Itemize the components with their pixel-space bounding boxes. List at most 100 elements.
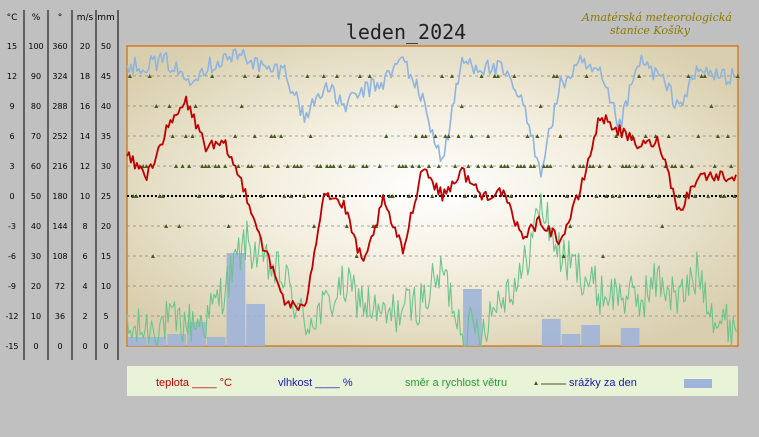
wind-direction-marker xyxy=(167,104,172,108)
wind-direction-marker xyxy=(456,134,461,138)
axis-tick: 40 xyxy=(31,222,41,231)
wind-direction-marker xyxy=(601,254,606,258)
axis-tick: 72 xyxy=(55,282,65,291)
legend-item-0: teplota ____ °C xyxy=(156,377,232,389)
axis-tick: 0 xyxy=(57,342,62,351)
wind-direction-marker xyxy=(226,224,231,228)
wind-direction-marker xyxy=(213,164,218,168)
legend-precip-swatch xyxy=(684,379,712,388)
wind-direction-marker xyxy=(476,164,481,168)
wind-direction-marker xyxy=(679,164,684,168)
axis-unit-4: mm xyxy=(97,13,115,23)
wind-direction-marker xyxy=(479,74,484,78)
wind-direction-marker xyxy=(371,224,376,228)
wind-direction-marker xyxy=(436,164,441,168)
axis-unit-1: % xyxy=(32,13,41,23)
wind-direction-marker xyxy=(729,164,734,168)
wind-direction-marker xyxy=(275,164,280,168)
wind-direction-marker xyxy=(377,164,382,168)
wind-direction-marker xyxy=(357,74,362,78)
wind-direction-marker xyxy=(449,74,454,78)
wind-direction-marker xyxy=(693,194,698,198)
axis-tick: 25 xyxy=(101,192,111,201)
wind-direction-marker xyxy=(288,194,293,198)
wind-direction-marker xyxy=(272,134,277,138)
wind-direction-marker xyxy=(203,164,208,168)
wind-direction-marker xyxy=(259,194,264,198)
precip-bar xyxy=(620,328,640,346)
wind-direction-marker xyxy=(423,134,428,138)
wind-direction-marker xyxy=(709,104,714,108)
wind-direction-marker xyxy=(394,104,399,108)
axis-tick: 6 xyxy=(9,132,14,141)
wind-direction-marker xyxy=(354,254,359,258)
axis-tick: 6 xyxy=(82,252,87,261)
wind-direction-marker xyxy=(420,134,425,138)
axis-tick: -12 xyxy=(5,312,18,321)
wind-direction-marker xyxy=(128,74,132,78)
wind-direction-marker xyxy=(541,164,546,168)
wind-direction-marker xyxy=(489,164,494,168)
wind-direction-marker xyxy=(413,134,418,138)
wind-direction-marker xyxy=(627,164,632,168)
axis-tick: 144 xyxy=(52,222,67,231)
wind-direction-marker xyxy=(246,164,251,168)
wind-direction-marker xyxy=(430,194,435,198)
axis-tick: 10 xyxy=(101,282,111,291)
wind-direction-marker xyxy=(407,194,412,198)
wind-direction-marker xyxy=(587,164,592,168)
wind-direction-marker xyxy=(725,134,730,138)
wind-direction-marker xyxy=(210,74,215,78)
wind-direction-marker xyxy=(403,164,408,168)
wind-speed-line xyxy=(126,192,737,347)
wind-direction-marker xyxy=(597,164,602,168)
wind-direction-marker xyxy=(229,194,234,198)
wind-direction-marker xyxy=(617,194,622,198)
axis-tick: 16 xyxy=(80,102,90,111)
wind-direction-marker xyxy=(144,164,149,168)
axis-tick: 5 xyxy=(103,312,108,321)
wind-direction-marker xyxy=(384,134,389,138)
wind-direction-marker xyxy=(141,164,146,168)
axis-tick: 90 xyxy=(31,72,41,81)
wind-direction-marker xyxy=(443,134,448,138)
axis-tick: 15 xyxy=(101,252,111,261)
wind-direction-marker xyxy=(233,134,238,138)
wind-direction-marker xyxy=(620,164,625,168)
axis-tick: 12 xyxy=(7,72,17,81)
axis-tick: 108 xyxy=(52,252,67,261)
wind-direction-marker xyxy=(515,164,520,168)
wind-direction-marker xyxy=(732,194,737,198)
wind-direction-marker xyxy=(509,194,514,198)
wind-direction-marker xyxy=(252,134,257,138)
wind-direction-marker xyxy=(397,164,402,168)
axis-tick: 15 xyxy=(7,42,17,51)
wind-direction-marker xyxy=(249,164,254,168)
axis-tick: -15 xyxy=(5,342,18,351)
axis-tick: 10 xyxy=(80,192,90,201)
wind-direction-marker xyxy=(173,164,178,168)
wind-direction-marker xyxy=(361,164,366,168)
axis-tick: 60 xyxy=(31,162,41,171)
wind-direction-marker xyxy=(525,134,530,138)
wind-direction-marker xyxy=(285,164,290,168)
humidity-line xyxy=(126,48,737,178)
wind-direction-marker xyxy=(351,164,356,168)
wind-direction-marker xyxy=(328,164,333,168)
wind-direction-marker xyxy=(325,164,330,168)
wind-direction-marker xyxy=(223,164,228,168)
axis-tick: 20 xyxy=(101,222,111,231)
wind-direction-marker xyxy=(696,134,701,138)
axis-tick: 45 xyxy=(101,72,111,81)
axis-tick: 50 xyxy=(31,192,41,201)
axis-tick: 216 xyxy=(52,162,67,171)
wind-direction-marker xyxy=(364,164,369,168)
wind-direction-marker xyxy=(311,224,316,228)
axis-tick: 8 xyxy=(82,222,87,231)
legend-wind-marker xyxy=(534,381,538,385)
wind-direction-marker xyxy=(551,74,556,78)
precip-bar xyxy=(541,319,561,346)
wind-direction-marker xyxy=(236,164,241,168)
axis-tick: 0 xyxy=(103,342,108,351)
